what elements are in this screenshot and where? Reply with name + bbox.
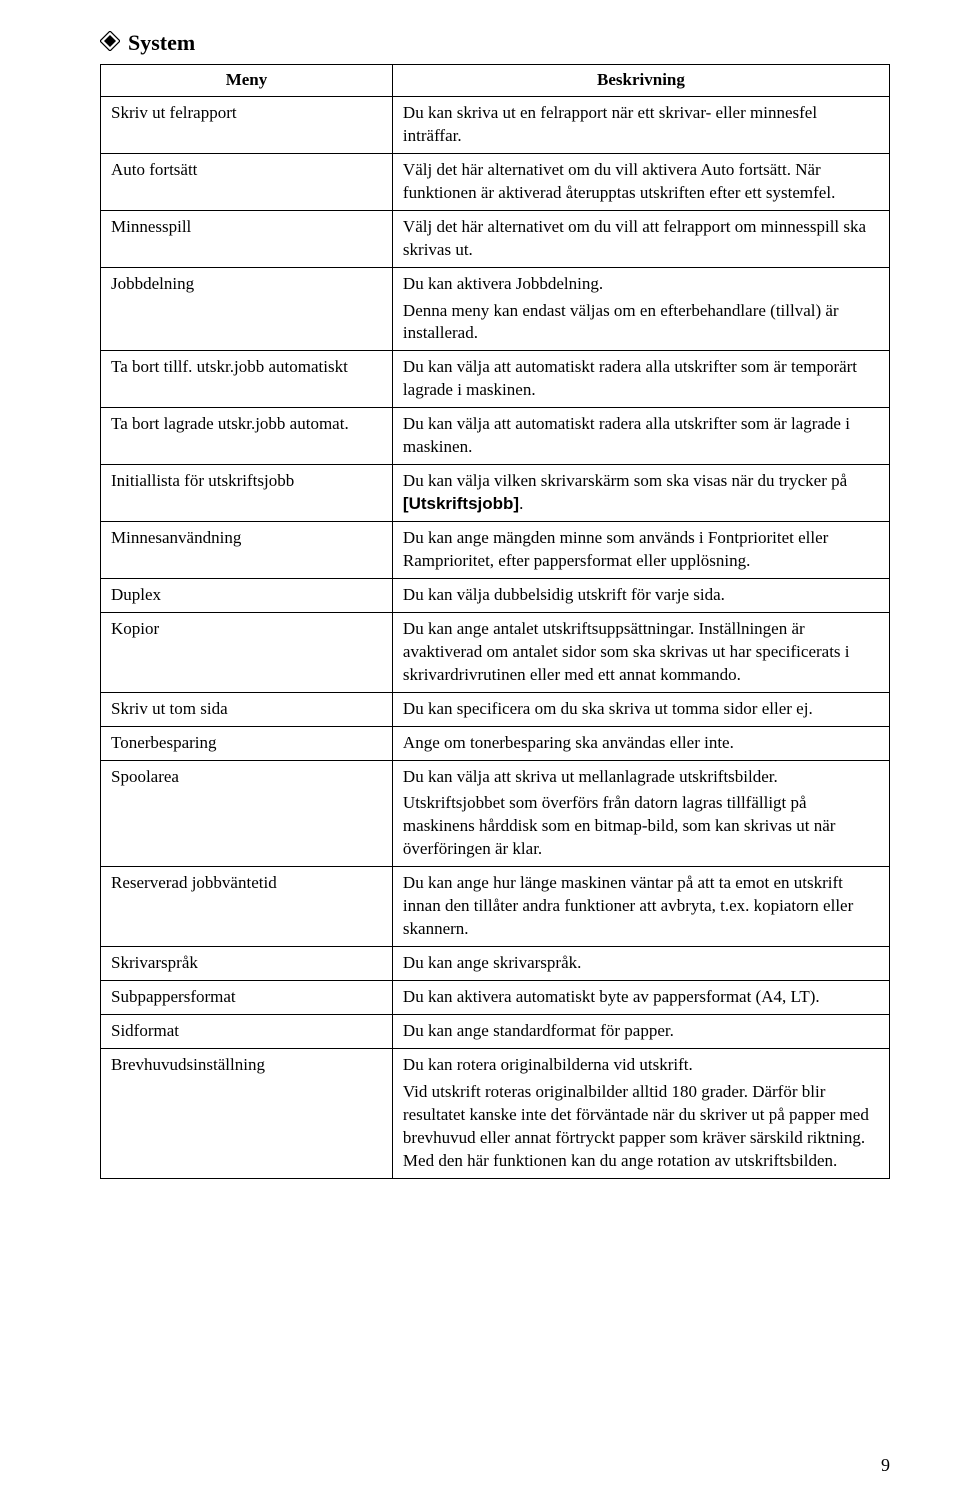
menu-cell: Auto fortsätt: [101, 153, 393, 210]
description-paragraph: Denna meny kan endast väljas om en efter…: [403, 300, 879, 346]
table-row: MinnesanvändningDu kan ange mängden minn…: [101, 522, 890, 579]
menu-cell: Ta bort tillf. utskr.jobb automatiskt: [101, 351, 393, 408]
description-paragraph: Du kan ange skrivarspråk.: [403, 952, 879, 975]
menu-cell: Sidformat: [101, 1014, 393, 1048]
table-row: Brevhuvudsinställning Du kan rotera origi…: [101, 1048, 890, 1178]
description-cell: Du kan välja dubbelsidig utskrift för va…: [392, 578, 889, 612]
description-paragraph: Välj det här alternativet om du vill akt…: [403, 159, 879, 205]
description-cell: Du kan aktivera Jobbdelning. Denna meny k…: [392, 267, 889, 351]
menu-cell: Initiallista för utskriftsjobb: [101, 465, 393, 522]
description-cell: Ange om tonerbesparing ska användas elle…: [392, 726, 889, 760]
system-menu-table: Meny Beskrivning Skriv ut felrapportDu k…: [100, 64, 890, 1179]
table-header-row: Meny Beskrivning: [101, 65, 890, 97]
table-row: Initiallista för utskriftsjobbDu kan väl…: [101, 465, 890, 522]
table-row: JobbdelningDu kan aktivera Jobbdelning.D…: [101, 267, 890, 351]
table-row: MinnesspillVälj det här alternativet om …: [101, 210, 890, 267]
menu-cell: Skrivarspråk: [101, 947, 393, 981]
table-row: KopiorDu kan ange antalet utskriftsuppsä…: [101, 612, 890, 692]
table-row: Auto fortsättVälj det här alternativet o…: [101, 153, 890, 210]
description-cell: Du kan välja att skriva ut mellanlagrade…: [392, 760, 889, 867]
description-paragraph: Du kan välja vilken skrivarskärm som ska…: [403, 470, 879, 516]
col-header-menu: Meny: [101, 65, 393, 97]
table-row: Subpappersformat Du kan aktivera automati…: [101, 981, 890, 1015]
table-row: Skrivarspråk Du kan ange skrivarspråk.: [101, 947, 890, 981]
description-cell: Du kan rotera originalbilderna vid utskr…: [392, 1048, 889, 1178]
col-header-desc: Beskrivning: [392, 65, 889, 97]
description-paragraph: Vid utskrift roteras originalbilder allt…: [403, 1081, 879, 1173]
description-cell: Du kan välja vilken skrivarskärm som ska…: [392, 465, 889, 522]
menu-cell: Reserverad jobbväntetid: [101, 867, 393, 947]
description-paragraph: Du kan välja att automatiskt radera alla…: [403, 413, 879, 459]
description-paragraph: Du kan välja att skriva ut mellanlagrade…: [403, 766, 879, 789]
page: System Meny Beskrivning Skriv ut felrapp…: [0, 0, 960, 1506]
description-paragraph: Du kan ange mängden minne som används i …: [403, 527, 879, 573]
description-paragraph: Du kan välja dubbelsidig utskrift för va…: [403, 584, 879, 607]
menu-cell: Minnesspill: [101, 210, 393, 267]
menu-cell: Minnesanvändning: [101, 522, 393, 579]
table-row: Skriv ut felrapportDu kan skriva ut en f…: [101, 96, 890, 153]
description-paragraph: Du kan rotera originalbilderna vid utskr…: [403, 1054, 879, 1077]
section-title-text: System: [128, 30, 195, 56]
page-number: 9: [881, 1455, 890, 1476]
table-row: Reserverad jobbväntetidDu kan ange hur l…: [101, 867, 890, 947]
description-paragraph: Du kan aktivera Jobbdelning.: [403, 273, 879, 296]
table-row: Ta bort lagrade utskr.jobb automat.Du ka…: [101, 408, 890, 465]
table-row: Sidformat Du kan ange standardformat för …: [101, 1014, 890, 1048]
description-paragraph: Du kan ange hur länge maskinen väntar på…: [403, 872, 879, 941]
description-paragraph: Ange om tonerbesparing ska användas elle…: [403, 732, 879, 755]
menu-cell: Duplex: [101, 578, 393, 612]
description-cell: Du kan skriva ut en felrapport när ett s…: [392, 96, 889, 153]
description-cell: Du kan välja att automatiskt radera alla…: [392, 408, 889, 465]
menu-cell: Skriv ut tom sida: [101, 692, 393, 726]
description-paragraph: Du kan välja att automatiskt radera alla…: [403, 356, 879, 402]
menu-cell: Ta bort lagrade utskr.jobb automat.: [101, 408, 393, 465]
description-cell: Du kan ange hur länge maskinen väntar på…: [392, 867, 889, 947]
description-paragraph: Välj det här alternativet om du vill att…: [403, 216, 879, 262]
description-paragraph: Utskriftsjobbet som överförs från datorn…: [403, 792, 879, 861]
description-cell: Du kan ange antalet utskriftsuppsättning…: [392, 612, 889, 692]
section-heading: System: [100, 30, 890, 56]
description-cell: Du kan ange mängden minne som används i …: [392, 522, 889, 579]
description-cell: Du kan välja att automatiskt radera alla…: [392, 351, 889, 408]
menu-cell: Spoolarea: [101, 760, 393, 867]
description-paragraph: Du kan aktivera automatiskt byte av papp…: [403, 986, 879, 1009]
table-row: Tonerbesparing Ange om tonerbesparing ska…: [101, 726, 890, 760]
description-cell: Du kan ange skrivarspråk.: [392, 947, 889, 981]
description-paragraph: Du kan ange antalet utskriftsuppsättning…: [403, 618, 879, 687]
description-cell: Välj det här alternativet om du vill akt…: [392, 153, 889, 210]
menu-cell: Brevhuvudsinställning: [101, 1048, 393, 1178]
table-row: Duplex Du kan välja dubbelsidig utskrift …: [101, 578, 890, 612]
table-row: Spoolarea Du kan välja att skriva ut mell…: [101, 760, 890, 867]
description-paragraph: Du kan specificera om du ska skriva ut t…: [403, 698, 879, 721]
table-row: Ta bort tillf. utskr.jobb automatisktDu …: [101, 351, 890, 408]
menu-cell: Subpappersformat: [101, 981, 393, 1015]
table-row: Skriv ut tom sida Du kan specificera om d…: [101, 692, 890, 726]
diamond-bullet-icon: [100, 31, 120, 55]
description-cell: Du kan specificera om du ska skriva ut t…: [392, 692, 889, 726]
menu-cell: Skriv ut felrapport: [101, 96, 393, 153]
description-paragraph: Du kan ange standardformat för papper.: [403, 1020, 879, 1043]
description-cell: Välj det här alternativet om du vill att…: [392, 210, 889, 267]
menu-cell: Jobbdelning: [101, 267, 393, 351]
description-cell: Du kan aktivera automatiskt byte av papp…: [392, 981, 889, 1015]
menu-cell: Tonerbesparing: [101, 726, 393, 760]
description-paragraph: Du kan skriva ut en felrapport när ett s…: [403, 102, 879, 148]
menu-cell: Kopior: [101, 612, 393, 692]
table-body: Skriv ut felrapportDu kan skriva ut en f…: [101, 96, 890, 1178]
description-cell: Du kan ange standardformat för papper.: [392, 1014, 889, 1048]
